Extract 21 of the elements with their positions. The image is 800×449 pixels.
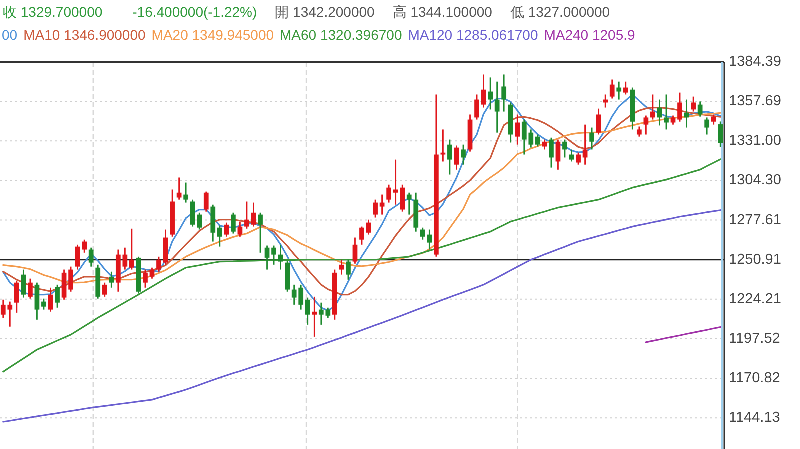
text: -16.400000(-1.22%)	[132, 4, 258, 20]
y-tick-label: 1197.52	[729, 330, 780, 347]
y-tick-label: 1384.39	[729, 54, 782, 70]
text: 低 1327.000000	[510, 4, 610, 20]
y-tick-label: 1170.82	[729, 370, 780, 387]
text: 高 1344.100000	[392, 4, 493, 20]
text: MA20 1349.945000	[152, 27, 274, 43]
text: MA10 1346.900000	[24, 27, 146, 43]
y-tick-label: 1304.30	[729, 172, 782, 189]
text: 收 1329.700000	[3, 4, 103, 20]
text: MA240 1205.9	[544, 27, 636, 43]
y-tick-label: 1357.69	[729, 94, 782, 110]
text: 開 1342.200000	[275, 4, 376, 20]
y-tick-label: 1277.61	[729, 212, 782, 228]
y-tick-label: 1224.21	[729, 291, 782, 308]
y-tick-label: 1144.13	[729, 410, 780, 426]
text: 00	[2, 27, 18, 43]
text: MA120 1285.061700	[408, 27, 538, 43]
y-tick-label: 1331.00	[729, 133, 782, 150]
y-tick-label: 1250.91	[729, 252, 782, 268]
text: MA60 1320.396700	[280, 27, 402, 43]
